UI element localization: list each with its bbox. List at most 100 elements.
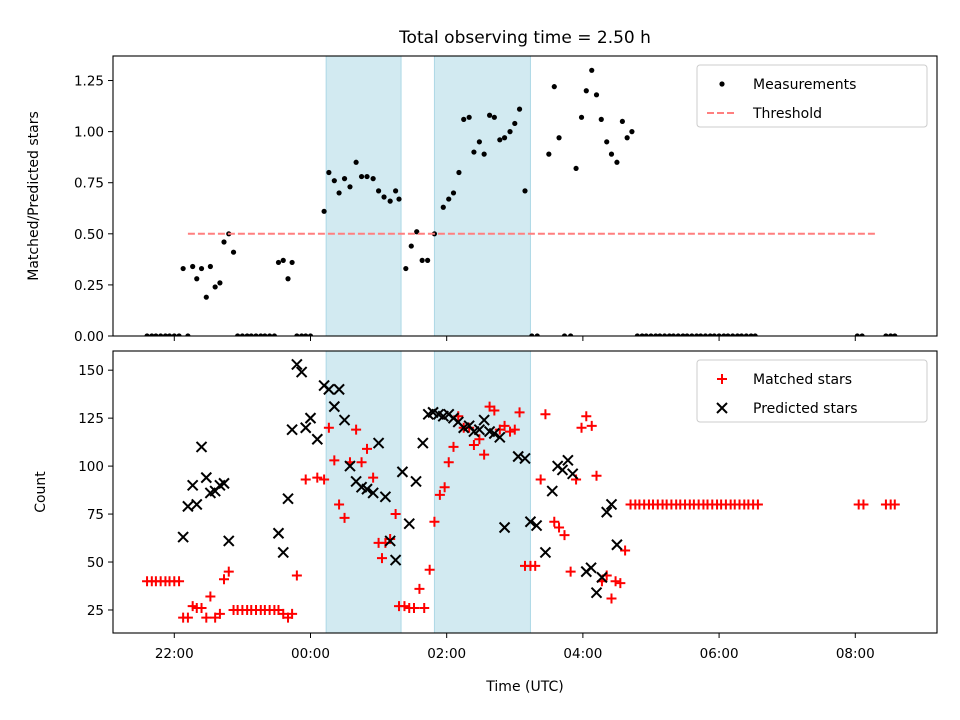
chart-title: Total observing time = 2.50 h <box>398 28 651 48</box>
predicted-star-point <box>417 437 429 449</box>
matched-star-point <box>586 420 597 431</box>
predicted-star-point <box>200 471 213 484</box>
predicted-star-point <box>286 423 298 436</box>
measurement-point <box>217 280 223 286</box>
measurement-point <box>512 120 518 127</box>
y-tick-label: 0.25 <box>74 278 104 294</box>
measurement-point <box>347 184 353 190</box>
predicted-star-point <box>277 546 289 559</box>
measurement-point <box>522 188 528 194</box>
legend-box <box>696 64 928 128</box>
predicted-star-point <box>195 441 208 453</box>
matched-star-point <box>554 522 565 533</box>
matched-star-point <box>559 530 570 541</box>
matched-star-point <box>356 457 367 468</box>
observing-window-1 <box>325 56 402 336</box>
plot-area <box>144 56 898 336</box>
predicted-star-point <box>596 571 608 584</box>
predicted-star-point <box>218 477 230 490</box>
measurement-point <box>680 333 686 336</box>
measurement-point <box>734 333 741 336</box>
measurement-point <box>854 333 860 336</box>
predicted-star-point <box>389 554 402 566</box>
predicted-star-point <box>177 531 189 543</box>
matched-star-point <box>201 612 212 623</box>
measurement-point <box>262 333 268 336</box>
measurement-point <box>648 333 654 336</box>
matched-star-point <box>591 470 602 481</box>
matched-star-point <box>291 570 302 581</box>
measurement-point <box>381 194 387 200</box>
measurement-point <box>408 243 414 249</box>
measurement-point <box>725 333 731 336</box>
measurement-point <box>248 333 254 336</box>
legend-label: Measurements <box>753 77 856 93</box>
measurement-point <box>336 190 342 196</box>
predicted-star-point <box>585 562 597 574</box>
measurement-point <box>299 333 305 336</box>
matched-star-point <box>606 593 617 604</box>
matched-star-point <box>362 443 373 454</box>
measurement-point <box>657 333 663 336</box>
measurement-point <box>507 129 513 135</box>
measurement-point <box>307 333 314 336</box>
measurement-point <box>748 333 754 336</box>
predicted-star-point <box>291 358 303 371</box>
predicted-star-point <box>300 422 312 434</box>
measurement-point <box>364 173 370 180</box>
matched-star-point <box>468 440 479 450</box>
measurement-point <box>267 333 273 336</box>
predicted-star-point <box>546 485 558 497</box>
matched-star-point <box>300 474 311 485</box>
matched-star-point <box>439 482 450 493</box>
matched-star-point <box>889 499 900 510</box>
measurement-point <box>684 333 690 336</box>
legend-predicted-swatch <box>716 402 728 414</box>
x-tick-label: 04:00 <box>563 646 602 662</box>
predicted-star-point <box>367 487 379 499</box>
matched-star-point <box>549 516 560 527</box>
x-axis-label: Time (UTC) <box>485 679 563 695</box>
predicted-star-point <box>556 464 569 476</box>
predicted-star-point <box>384 535 396 547</box>
y-tick-label: 75 <box>87 507 104 523</box>
measurement-point <box>158 333 164 336</box>
measurement-point <box>180 265 186 272</box>
measurement-point <box>481 151 487 157</box>
predicted-star-point <box>333 383 345 396</box>
y-tick-label: 1.00 <box>74 125 104 141</box>
measurement-point <box>253 333 259 336</box>
predicted-star-point <box>562 454 574 467</box>
measurement-point <box>643 333 649 336</box>
measurement-point <box>583 88 589 94</box>
measurement-point <box>476 139 482 145</box>
matched-star-point <box>499 420 510 431</box>
measurement-point <box>294 333 300 336</box>
matched-star-point <box>540 409 551 420</box>
matched-star-point <box>434 489 445 500</box>
matched-star-point <box>443 457 454 468</box>
measurement-point <box>859 333 865 336</box>
matched-star-point <box>620 545 631 556</box>
measurement-point <box>203 294 209 300</box>
measurement-point <box>419 257 425 263</box>
predicted-star-point <box>223 535 235 547</box>
measurement-point <box>331 178 337 184</box>
matched-star-point <box>509 424 520 435</box>
measurement-point <box>670 333 677 336</box>
predicted-star-point <box>488 427 501 440</box>
measurement-point <box>212 284 218 290</box>
legend: Matched stars Predicted stars <box>696 359 928 423</box>
measurement-point <box>730 333 736 336</box>
measurement-point <box>578 114 585 120</box>
y-tick-label: 150 <box>78 363 104 379</box>
measurement-point <box>230 249 237 255</box>
matched-star-point <box>334 499 345 510</box>
predicted-star-point <box>361 483 373 495</box>
matched-star-point <box>610 576 621 587</box>
matched-star-point <box>196 603 207 614</box>
legend-box <box>696 359 928 423</box>
y-tick-label: 0.75 <box>74 176 104 192</box>
predicted-star-point <box>601 506 613 518</box>
measurement-point <box>497 137 503 143</box>
